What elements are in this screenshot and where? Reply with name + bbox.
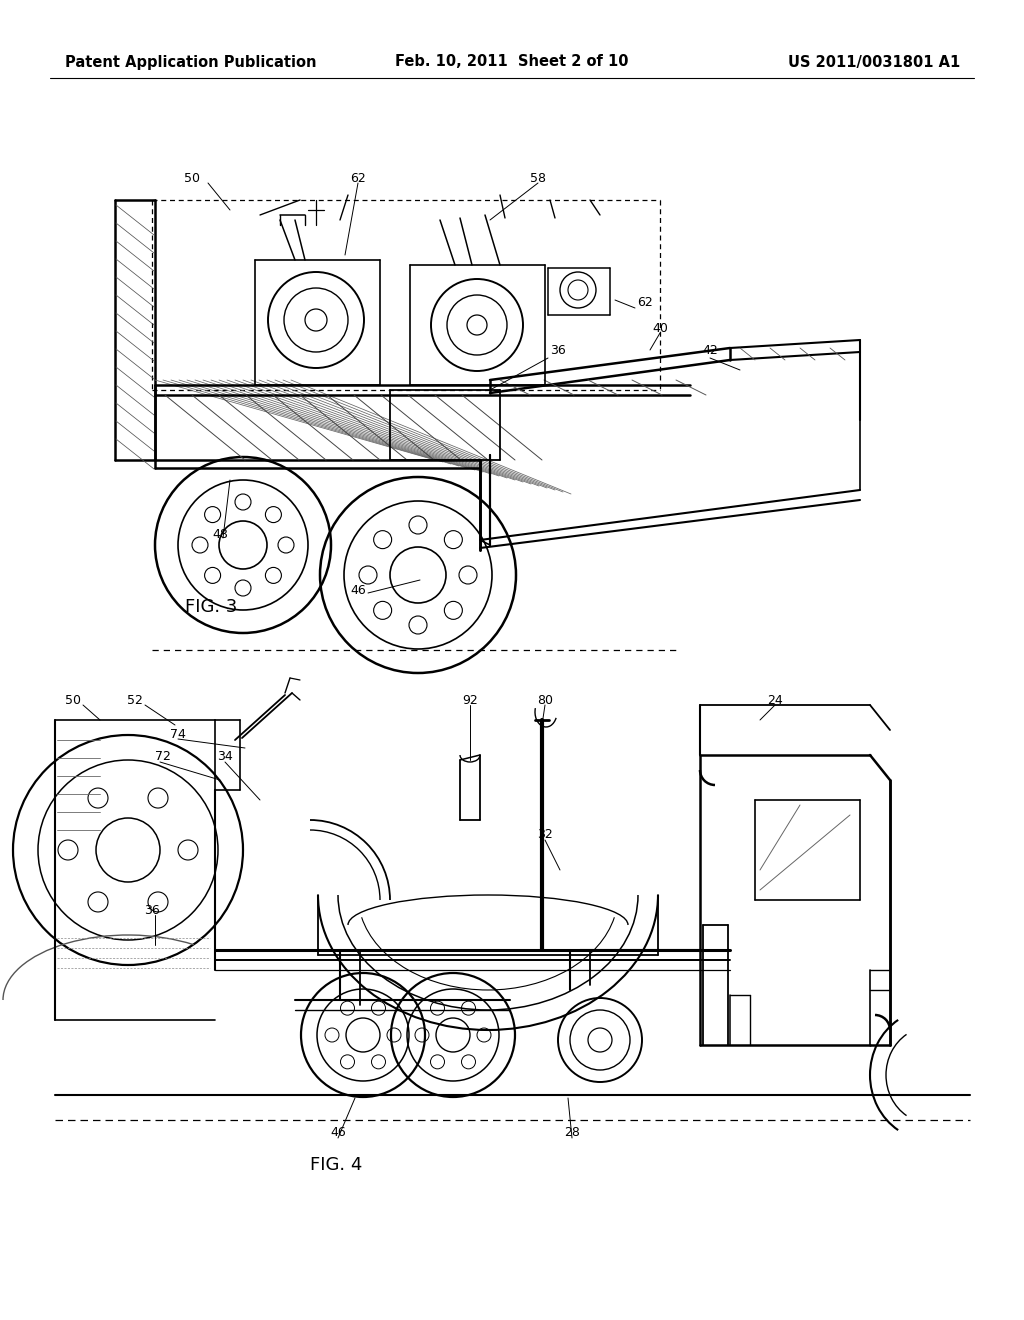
Text: Feb. 10, 2011  Sheet 2 of 10: Feb. 10, 2011 Sheet 2 of 10 [395,54,629,70]
Text: 74: 74 [170,727,186,741]
Text: 28: 28 [564,1126,580,1139]
Text: 50: 50 [65,693,81,706]
Text: 62: 62 [350,172,366,185]
Text: FIG. 4: FIG. 4 [310,1156,362,1173]
Text: 80: 80 [537,693,553,706]
Text: Patent Application Publication: Patent Application Publication [65,54,316,70]
Text: 52: 52 [127,693,143,706]
Text: 40: 40 [652,322,668,334]
Text: 92: 92 [462,693,478,706]
Text: 58: 58 [530,172,546,185]
Text: 46: 46 [350,583,366,597]
Text: US 2011/0031801 A1: US 2011/0031801 A1 [787,54,961,70]
Text: FIG. 3: FIG. 3 [185,598,238,616]
Text: 42: 42 [702,343,718,356]
Text: 48: 48 [212,528,228,541]
Text: 50: 50 [184,172,200,185]
Text: 36: 36 [144,903,160,916]
Text: 46: 46 [330,1126,346,1139]
Text: 62: 62 [637,297,653,309]
Text: 24: 24 [767,693,783,706]
Text: 36: 36 [550,343,566,356]
Text: 34: 34 [217,751,232,763]
Text: 72: 72 [155,751,171,763]
Text: 32: 32 [538,829,553,842]
